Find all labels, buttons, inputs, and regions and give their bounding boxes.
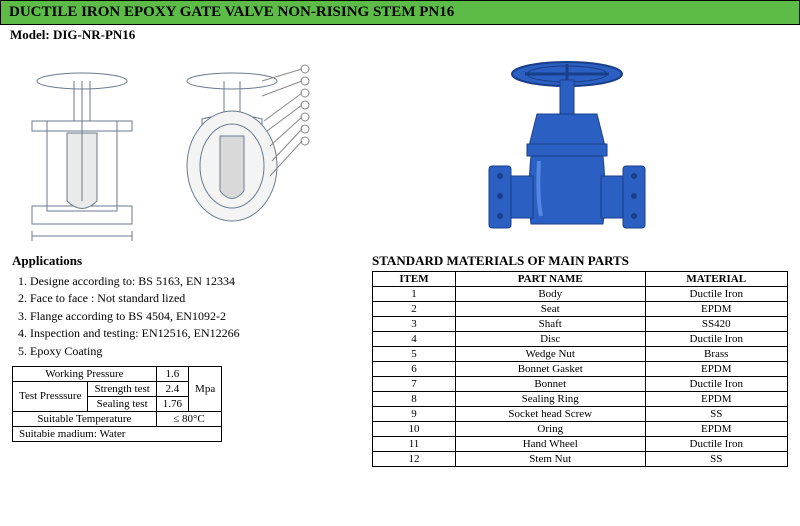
table-header-row: ITEM PART NAME MATERIAL: [373, 272, 788, 287]
list-item: 5. Epoxy Coating: [18, 343, 362, 360]
cell: EPDM: [645, 302, 788, 317]
cell: Body: [455, 287, 645, 302]
table-row: 12Stem NutSS: [373, 452, 788, 467]
cell: Ductile Iron: [645, 377, 788, 392]
cell: Ductile Iron: [645, 287, 788, 302]
applications-heading: Applications: [12, 253, 362, 269]
cell: Suitable Temperature: [13, 411, 157, 426]
materials-table: ITEM PART NAME MATERIAL 1BodyDuctile Iro…: [372, 271, 788, 467]
cell: Seat: [455, 302, 645, 317]
cell: Suitabie madium: Water: [13, 426, 222, 441]
cell: Oring: [455, 422, 645, 437]
cell: SS: [645, 452, 788, 467]
list-item: 1. Designe according to: BS 5163, EN 123…: [18, 273, 362, 290]
cell: 2: [373, 302, 456, 317]
model-value: DIG-NR-PN16: [53, 27, 135, 42]
cell: Ductile Iron: [645, 437, 788, 452]
table-row: 11Hand WheelDuctile Iron: [373, 437, 788, 452]
col-header: PART NAME: [455, 272, 645, 287]
page-title: DUCTILE IRON EPOXY GATE VALVE NON-RISING…: [9, 4, 454, 20]
cell: Sealing test: [88, 396, 156, 411]
list-item: 2. Face to face : Not standard lized: [18, 290, 362, 307]
cell: EPDM: [645, 362, 788, 377]
cell: 10: [373, 422, 456, 437]
cell: Hand Wheel: [455, 437, 645, 452]
cell: 7: [373, 377, 456, 392]
cell: Ductile Iron: [645, 332, 788, 347]
col-header: MATERIAL: [645, 272, 788, 287]
cell: 12: [373, 452, 456, 467]
cell: 11: [373, 437, 456, 452]
cell: 2.4: [156, 381, 188, 396]
model-label: Model:: [10, 27, 53, 42]
cell: Working Pressure: [13, 366, 157, 381]
cell: SS: [645, 407, 788, 422]
lower-row: Applications 1. Designe according to: BS…: [0, 253, 800, 467]
cell: Shaft: [455, 317, 645, 332]
table-row: Suitabie madium: Water: [13, 426, 222, 441]
cell: 8: [373, 392, 456, 407]
cell: Stem Nut: [455, 452, 645, 467]
cell: EPDM: [645, 392, 788, 407]
cell: Brass: [645, 347, 788, 362]
cell: Wedge Nut: [455, 347, 645, 362]
table-row: 4DiscDuctile Iron: [373, 332, 788, 347]
technical-drawing: [12, 51, 342, 251]
cell: 9: [373, 407, 456, 422]
table-row: 6Bonnet GasketEPDM: [373, 362, 788, 377]
table-row: 5Wedge NutBrass: [373, 347, 788, 362]
cell: 5: [373, 347, 456, 362]
cell: Bonnet Gasket: [455, 362, 645, 377]
table-row: Working Pressure 1.6 Mpa: [13, 366, 222, 381]
cell: 3: [373, 317, 456, 332]
table-row: 8Sealing RingEPDM: [373, 392, 788, 407]
table-row: Suitable Temperature ≤ 80°C: [13, 411, 222, 426]
cell: 1.6: [156, 366, 188, 381]
list-item: 3. Flange according to BS 4504, EN1092-2: [18, 308, 362, 325]
cell: Mpa: [189, 366, 222, 411]
cell: Test Presssure: [13, 381, 88, 411]
col-header: ITEM: [373, 272, 456, 287]
model-line: Model: DIG-NR-PN16: [0, 25, 800, 45]
cell: Sealing Ring: [455, 392, 645, 407]
cell: 4: [373, 332, 456, 347]
spec-table: Working Pressure 1.6 Mpa Test Presssure …: [12, 366, 222, 442]
table-row: 3ShaftSS420: [373, 317, 788, 332]
cell: ≤ 80°C: [156, 411, 221, 426]
list-item: 4. Inspection and testing: EN12516, EN12…: [18, 325, 362, 342]
left-column: Applications 1. Designe according to: BS…: [12, 253, 362, 442]
cell: 1.76: [156, 396, 188, 411]
table-row: 9Socket head ScrewSS: [373, 407, 788, 422]
cell: Socket head Screw: [455, 407, 645, 422]
figures-row: [0, 45, 800, 253]
product-photo: [462, 51, 672, 251]
cell: Strength test: [88, 381, 156, 396]
title-bar: DUCTILE IRON EPOXY GATE VALVE NON-RISING…: [0, 0, 800, 25]
cell: 1: [373, 287, 456, 302]
table-row: 7BonnetDuctile Iron: [373, 377, 788, 392]
cell: EPDM: [645, 422, 788, 437]
cell: 6: [373, 362, 456, 377]
table-row: 1BodyDuctile Iron: [373, 287, 788, 302]
cell: Bonnet: [455, 377, 645, 392]
table-row: 10OringEPDM: [373, 422, 788, 437]
applications-list: 1. Designe according to: BS 5163, EN 123…: [12, 273, 362, 360]
table-row: 2SeatEPDM: [373, 302, 788, 317]
cell: Disc: [455, 332, 645, 347]
cell: SS420: [645, 317, 788, 332]
right-column: STANDARD MATERIALS OF MAIN PARTS ITEM PA…: [372, 253, 788, 467]
materials-heading: STANDARD MATERIALS OF MAIN PARTS: [372, 253, 788, 269]
